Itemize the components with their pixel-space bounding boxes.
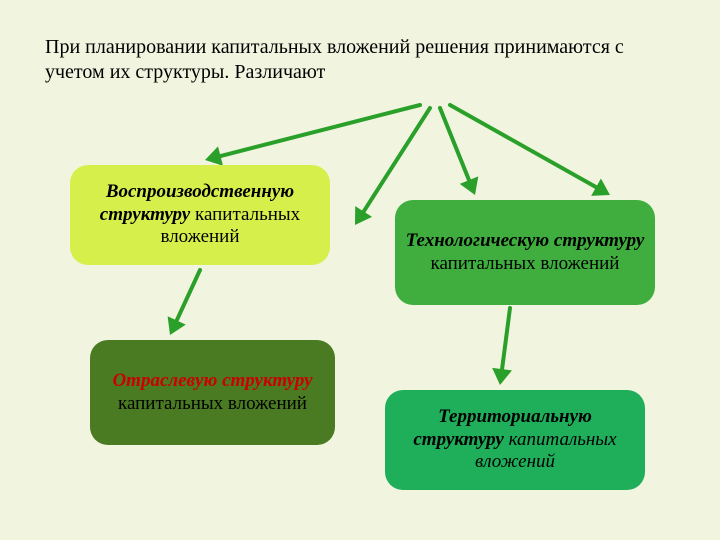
box-sectoral-bold: Отраслевую структуру [112,370,312,391]
box-reproductive: Воспроизводственную структуру капитальны… [70,165,330,265]
box-technological-plain: капитальных вложений [431,253,620,274]
box-territorial: Территориальную структуру капитальных вл… [385,390,645,490]
box-technological-bold: Технологическую структуру [406,230,645,251]
box-sectoral: Отраслевую структуру капитальных вложени… [90,340,335,445]
slide: При планировании капитальных вложений ре… [0,0,720,540]
box-sectoral-plain: капитальных вложений [118,393,307,414]
box-technological: Технологическую структуру капитальных вл… [395,200,655,305]
slide-title: При планировании капитальных вложений ре… [45,35,645,85]
